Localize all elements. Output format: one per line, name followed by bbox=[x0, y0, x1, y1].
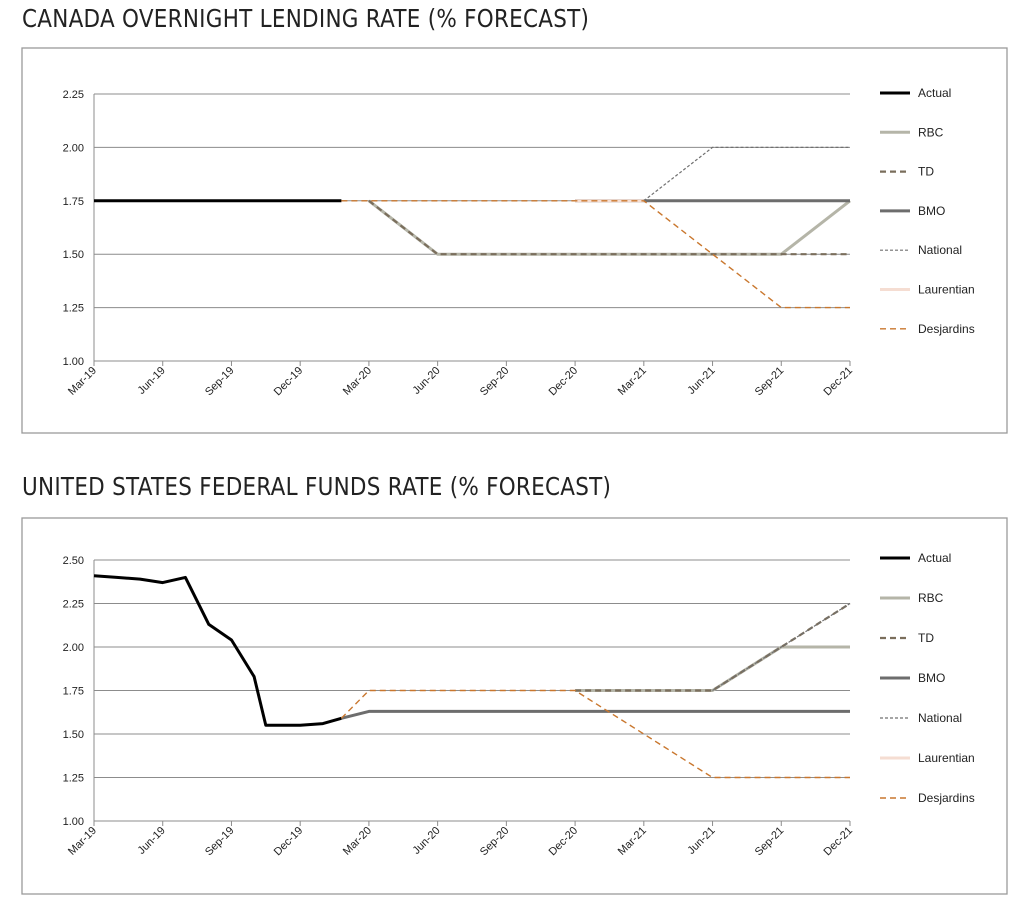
legend-label-actual: Actual bbox=[918, 86, 951, 100]
legend-label-desjardins: Desjardins bbox=[918, 322, 975, 336]
y-tick-label: 1.50 bbox=[63, 729, 84, 741]
series-line-national bbox=[643, 146, 850, 202]
legend-label-national: National bbox=[918, 711, 962, 725]
legend-label-actual: Actual bbox=[918, 551, 951, 565]
legend-label-laurentian: Laurentian bbox=[918, 283, 975, 297]
legend-label-bmo: BMO bbox=[918, 204, 945, 218]
y-tick-label: 2.00 bbox=[63, 142, 84, 154]
y-tick-label: 1.50 bbox=[63, 249, 84, 261]
chart-frame bbox=[21, 47, 1008, 434]
y-tick-label: 1.25 bbox=[63, 303, 84, 315]
series-line-td bbox=[368, 199, 850, 256]
y-tick-label: 1.00 bbox=[63, 356, 84, 368]
y-tick-label: 1.75 bbox=[63, 196, 84, 208]
legend-label-td: TD bbox=[918, 165, 934, 179]
series-line-desjardins bbox=[341, 200, 850, 309]
y-tick-label: 1.25 bbox=[63, 773, 84, 785]
legend-label-bmo: BMO bbox=[918, 671, 945, 685]
legend-label-national: National bbox=[918, 243, 962, 257]
y-tick-label: 1.75 bbox=[63, 686, 84, 698]
legend-label-rbc: RBC bbox=[918, 591, 944, 605]
chart-title-canada: CANADA OVERNIGHT LENDING RATE (% FORECAS… bbox=[22, 4, 590, 33]
legend-label-desjardins: Desjardins bbox=[918, 791, 975, 805]
legend-label-laurentian: Laurentian bbox=[918, 751, 975, 765]
series-line-desjardins bbox=[340, 689, 850, 779]
series-line-national bbox=[712, 602, 851, 692]
y-tick-label: 2.00 bbox=[63, 642, 84, 654]
y-tick-label: 2.25 bbox=[63, 89, 84, 101]
chart-frame bbox=[21, 517, 1008, 895]
chart-title-us: UNITED STATES FEDERAL FUNDS RATE (% FORE… bbox=[22, 472, 612, 501]
y-tick-label: 2.50 bbox=[63, 555, 84, 567]
series-line-actual bbox=[93, 574, 342, 727]
legend-label-td: TD bbox=[918, 631, 934, 645]
series-line-bmo bbox=[341, 709, 850, 720]
series-line-td bbox=[575, 602, 851, 692]
y-tick-label: 1.00 bbox=[63, 816, 84, 828]
legend-label-rbc: RBC bbox=[918, 125, 944, 139]
y-tick-label: 2.25 bbox=[63, 599, 84, 611]
